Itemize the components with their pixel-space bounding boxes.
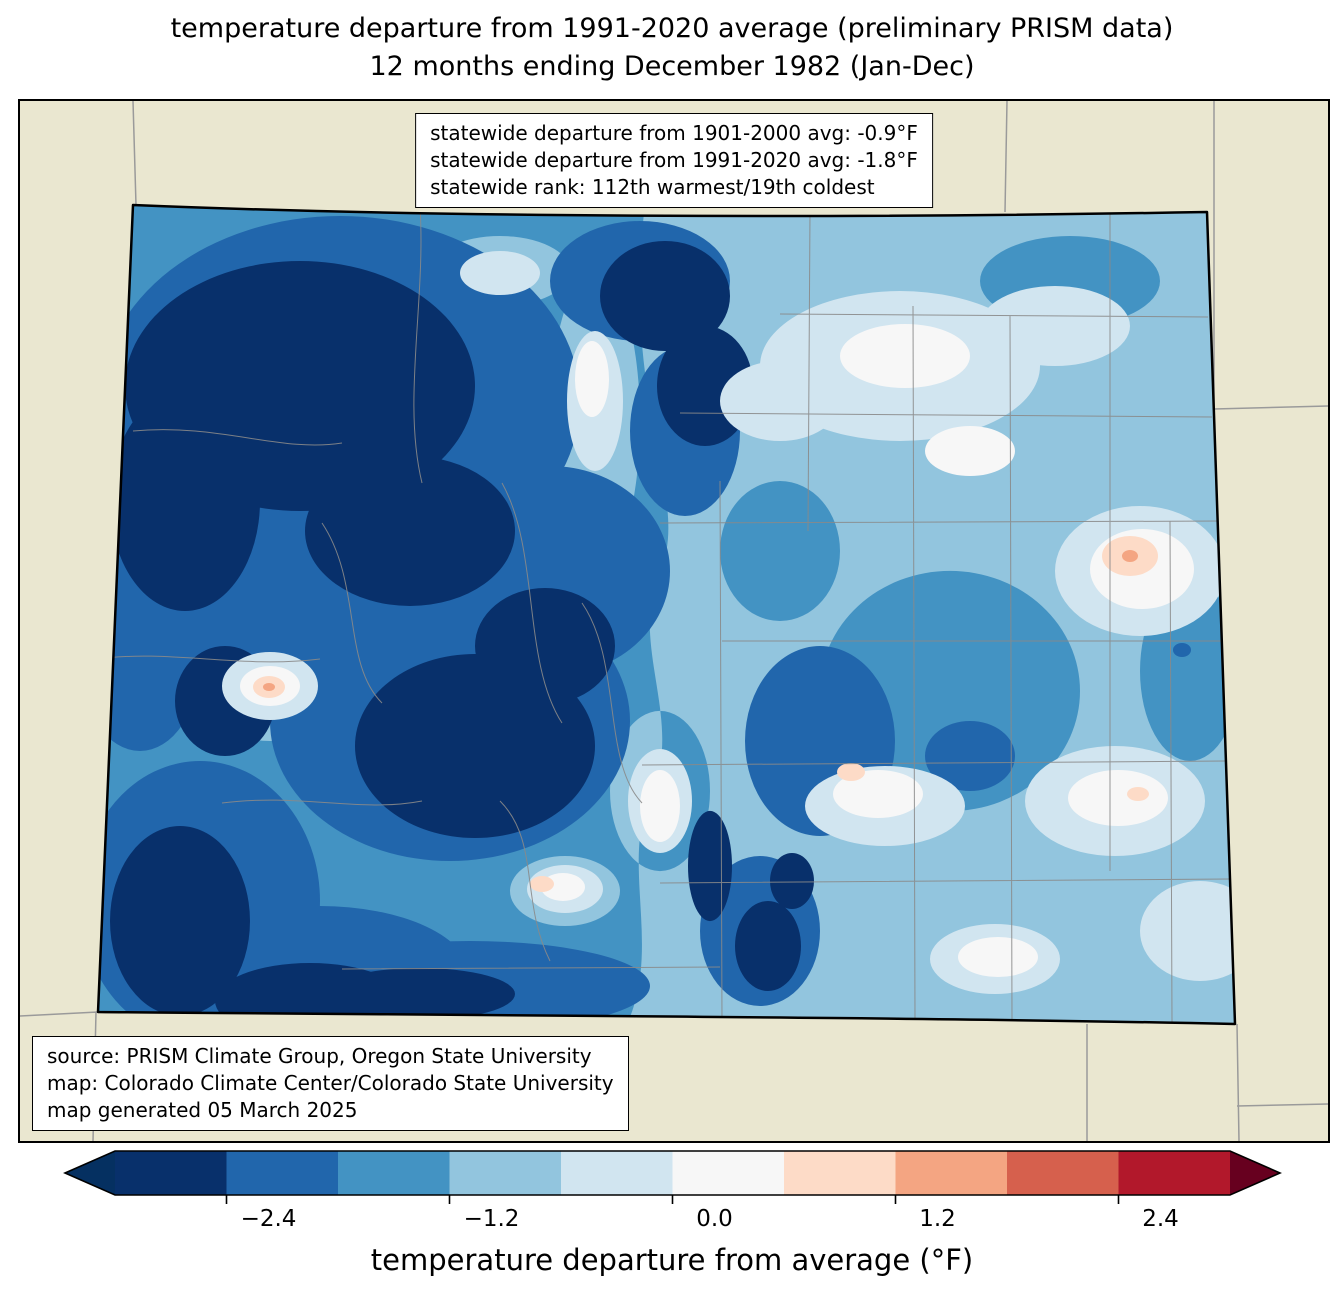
colorbar-tick-marks: [225, 1195, 1120, 1204]
map-axes: statewide departure from 1901-2000 avg: …: [18, 99, 1330, 1143]
colorbar-over-arrow: [1230, 1151, 1280, 1195]
band-very-light-blue: [222, 251, 1235, 994]
title-line-1: temperature departure from 1991-2020 ave…: [170, 13, 1174, 44]
colorbar-tick-2.4: 2.4: [1142, 1206, 1179, 1232]
title-line-2: 12 months ending December 1982 (Jan-Dec): [369, 50, 975, 82]
band-darkest-navy: [110, 241, 814, 1024]
source-line-2: map: Colorado Climate Center/Colorado St…: [47, 1071, 614, 1095]
source-attribution-box: source: PRISM Climate Group, Oregon Stat…: [32, 1036, 629, 1131]
source-line-3: map generated 05 March 2025: [47, 1098, 358, 1122]
colorbar-axis-label: temperature departure from average (°F): [370, 1243, 974, 1277]
colorbar-tick-0.0: 0.0: [696, 1206, 733, 1232]
stats-line-2: statewide departure from 1991-2020 avg: …: [430, 148, 918, 172]
source-line-1: source: PRISM Climate Group, Oregon Stat…: [47, 1044, 592, 1068]
stats-line-3: statewide rank: 112th warmest/19th colde…: [430, 175, 875, 199]
stats-line-1: statewide departure from 1901-2000 avg: …: [430, 121, 918, 145]
colorbar-tick--2.4: −2.4: [240, 1206, 297, 1232]
colorbar-tick--1.2: −1.2: [463, 1206, 520, 1232]
colorbar-segments: [115, 1151, 1231, 1195]
colorado-state-border: [96, 203, 1237, 1026]
contour-fills: [98, 205, 1235, 1024]
figure-title: temperature departure from 1991-2020 ave…: [0, 10, 1344, 86]
statewide-stats-box: statewide departure from 1901-2000 avg: …: [415, 113, 933, 208]
colorbar: [63, 1150, 1282, 1204]
colorado-temperature-map: [20, 101, 1328, 1141]
colorbar-tick-1.2: 1.2: [919, 1206, 956, 1232]
colorbar-outline: [63, 1150, 1282, 1196]
county-borders: [98, 206, 1235, 1023]
colorbar-under-arrow: [65, 1151, 115, 1195]
